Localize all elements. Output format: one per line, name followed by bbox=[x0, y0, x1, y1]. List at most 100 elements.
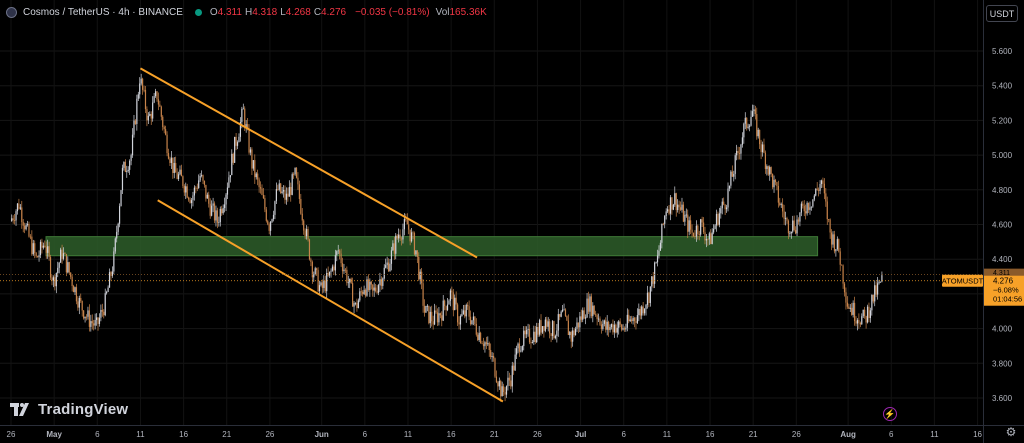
symbol-icon bbox=[6, 6, 17, 18]
candle bbox=[268, 224, 270, 231]
candle bbox=[830, 232, 833, 245]
candle bbox=[809, 207, 811, 210]
candle bbox=[613, 324, 615, 333]
lightning-icon[interactable]: ⚡ bbox=[883, 407, 897, 421]
candle bbox=[665, 211, 667, 217]
candle bbox=[95, 317, 98, 320]
candle bbox=[347, 282, 349, 284]
currency-button[interactable]: USDT bbox=[986, 5, 1018, 22]
candle bbox=[386, 262, 388, 266]
ohlc-value-o: 4.311 bbox=[217, 6, 242, 18]
candle bbox=[549, 321, 551, 334]
candle bbox=[177, 174, 180, 179]
candle bbox=[572, 330, 574, 342]
candle bbox=[32, 243, 34, 255]
candle bbox=[583, 310, 585, 319]
candle bbox=[143, 89, 145, 91]
candle bbox=[45, 246, 47, 253]
candle bbox=[307, 228, 309, 240]
candle bbox=[173, 163, 175, 174]
candle bbox=[316, 268, 318, 271]
candle bbox=[474, 316, 476, 325]
candle bbox=[695, 225, 697, 237]
candle bbox=[110, 272, 112, 276]
candle bbox=[795, 230, 797, 234]
candle bbox=[287, 193, 289, 197]
candle bbox=[106, 291, 108, 294]
last-price-box[interactable] bbox=[984, 275, 1024, 306]
candle bbox=[622, 328, 624, 330]
candle bbox=[743, 123, 745, 138]
candle bbox=[517, 343, 519, 349]
candle bbox=[428, 305, 430, 324]
candle bbox=[537, 326, 539, 335]
symbol-label-box[interactable] bbox=[942, 274, 983, 287]
x-tick-label: 21 bbox=[490, 430, 499, 439]
candle bbox=[645, 304, 647, 310]
candle bbox=[471, 320, 473, 325]
supply-zone[interactable] bbox=[45, 236, 819, 257]
candle bbox=[326, 272, 328, 292]
candle bbox=[199, 175, 201, 181]
ohlc-key-c: C bbox=[313, 6, 322, 18]
candle bbox=[777, 185, 779, 203]
candle bbox=[432, 321, 434, 325]
candle bbox=[690, 220, 692, 230]
channel-upper-line[interactable] bbox=[139, 67, 478, 259]
candle bbox=[402, 229, 404, 240]
candle bbox=[413, 233, 416, 255]
symbol-title[interactable]: Cosmos / TetherUS · 4h · BINANCE bbox=[23, 6, 183, 18]
candle bbox=[727, 188, 729, 208]
candle bbox=[130, 155, 132, 161]
candle bbox=[403, 219, 405, 230]
channel-lower-line[interactable] bbox=[157, 199, 504, 403]
candle bbox=[203, 180, 206, 185]
candle bbox=[278, 183, 280, 190]
candle bbox=[270, 221, 272, 231]
candle bbox=[570, 331, 572, 342]
candle bbox=[418, 256, 420, 280]
candle bbox=[766, 166, 768, 169]
y-axis[interactable]: 5.6005.4005.2005.0004.8004.6004.4004.200… bbox=[983, 0, 1013, 443]
candle bbox=[864, 309, 866, 317]
candle bbox=[770, 167, 772, 174]
candle bbox=[133, 120, 135, 135]
candle bbox=[810, 206, 813, 208]
candle bbox=[127, 169, 129, 171]
candle bbox=[587, 298, 590, 312]
candle bbox=[738, 153, 741, 154]
candle bbox=[131, 134, 134, 156]
candle bbox=[35, 252, 37, 257]
candle bbox=[623, 328, 626, 330]
x-tick-label: 21 bbox=[222, 430, 231, 439]
candle bbox=[280, 183, 282, 194]
candle bbox=[556, 330, 558, 336]
candle bbox=[790, 231, 792, 234]
candle bbox=[291, 174, 293, 195]
candle bbox=[409, 229, 411, 242]
candle bbox=[497, 382, 499, 387]
candle bbox=[475, 324, 477, 335]
candle bbox=[74, 287, 76, 293]
candle bbox=[247, 124, 249, 129]
candle bbox=[124, 161, 126, 172]
candle bbox=[875, 285, 877, 295]
candle bbox=[252, 160, 254, 169]
candle bbox=[858, 320, 860, 323]
candle bbox=[642, 306, 644, 314]
candle bbox=[293, 174, 295, 176]
candle bbox=[760, 144, 762, 153]
candle bbox=[305, 228, 308, 237]
gear-icon[interactable]: ⚙ bbox=[1005, 425, 1017, 439]
candle bbox=[783, 211, 785, 219]
candle bbox=[26, 223, 29, 225]
candle bbox=[211, 205, 213, 216]
candle bbox=[487, 343, 489, 345]
tradingview-logo[interactable]: TradingView bbox=[10, 401, 128, 418]
candle bbox=[189, 199, 191, 203]
candle bbox=[200, 175, 203, 177]
x-axis[interactable]: 26 May 6 11 16 21 26 Jun 6 11 16 21 26 Jul 6 11 16 21 26 Au… bbox=[7, 430, 983, 439]
candle bbox=[356, 302, 358, 309]
candle bbox=[799, 212, 801, 222]
